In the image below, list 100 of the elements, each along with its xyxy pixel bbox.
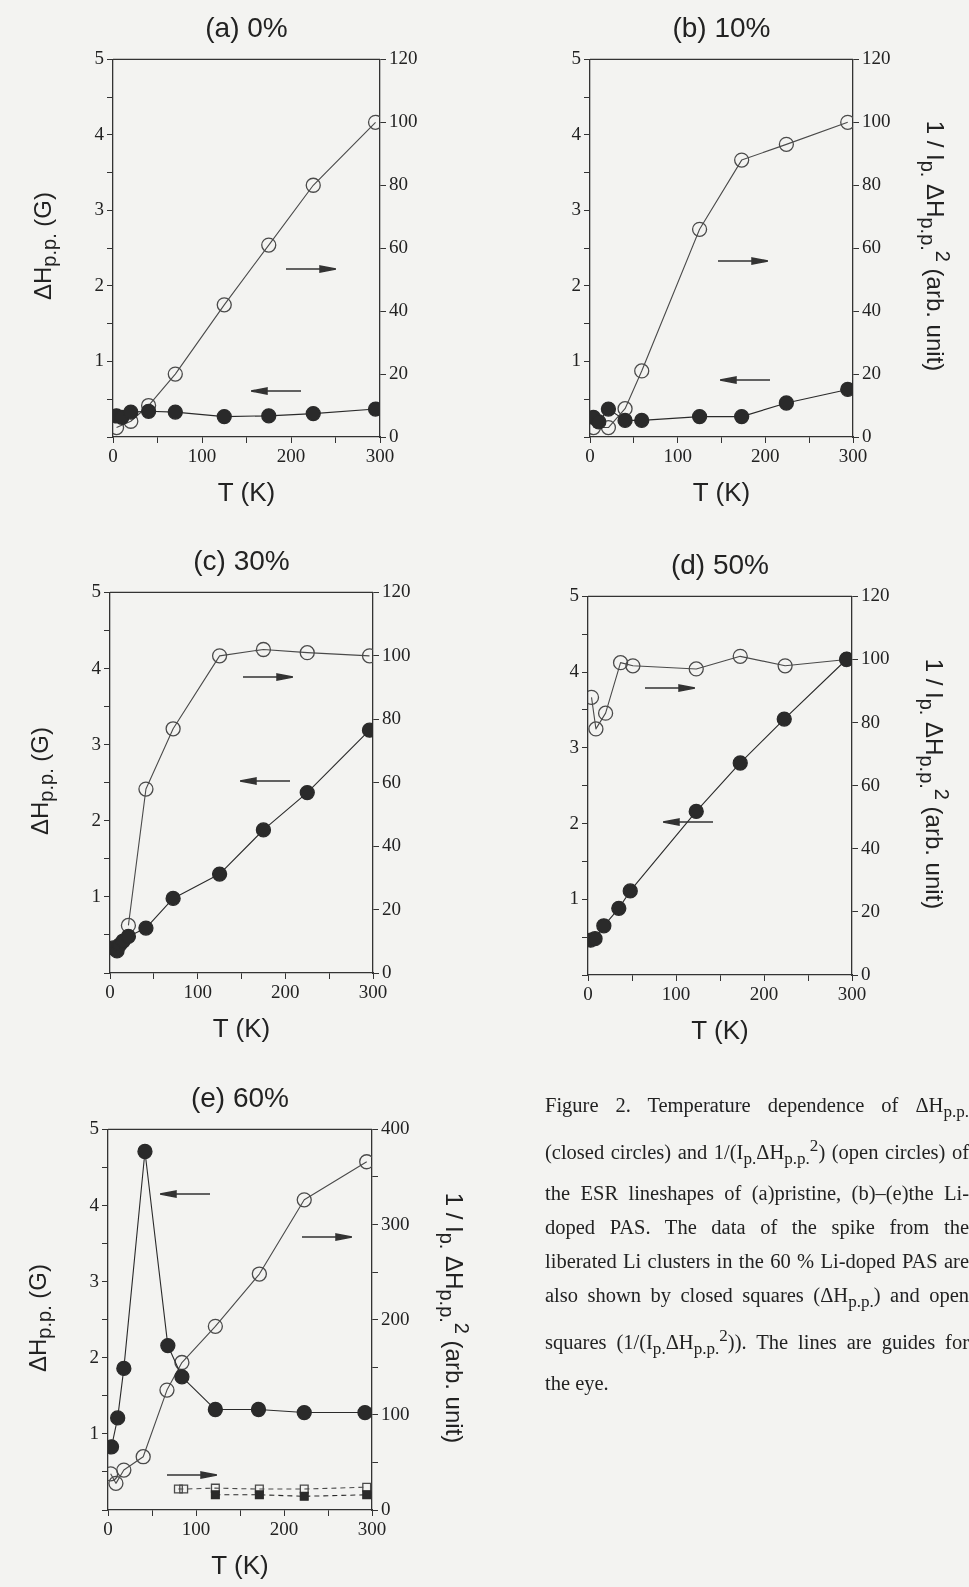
point [622,883,638,899]
y-tick-label: 4 [569,660,580,682]
point [612,655,629,671]
y-tick-label: 5 [91,580,101,602]
chart-title: (e) 60% [190,1082,290,1114]
y-tick-label: 3 [94,198,104,220]
y2-tick-label: 40 [389,299,408,321]
point [691,221,708,237]
point [588,721,604,737]
x-tick-label: 300 [365,445,395,467]
point [179,1484,189,1494]
chart-title: (c) 30% [193,545,290,577]
x-axis-title: T (K) [212,1012,271,1044]
point [173,1484,183,1494]
y2-tick-label: 100 [382,643,411,665]
y2-tick-label: 0 [862,424,872,446]
y-tick-label: 4 [89,1193,100,1215]
point [305,177,321,193]
point [211,648,228,664]
text: Figure 2. Temperature dependence of ΔH$_{p.p.}$ (closed circles) and 1/(I$_{p.}$ΔH$_{p.p.}$$^{2}$) (open circles) of the ESR lineshapes of (a)pristine, (b)–(e)the Li-doped PAS. The data of the spike from the liberated Li clusters in the 60 % Li-doped PAS are also shown by closed squares (ΔH$_{p.p.}$) and open squares (1/(I$_{p.}$ΔH$_{p.p.}$$^{2}$)). The lines are guides for the eye. [545,1094,969,1395]
point [210,1483,220,1493]
point [732,648,748,664]
y-tick-label: 3 [91,732,101,754]
chart-title: (a) 0% [205,12,288,44]
point [600,419,617,436]
point [207,1401,224,1418]
point [261,237,277,253]
y-tick-label: 4 [571,122,582,144]
y2-tick-label: 120 [389,47,418,69]
point [588,931,603,947]
point [691,408,708,425]
point [174,1369,190,1385]
point [250,1401,267,1418]
x-tick-label: 300 [837,983,867,1005]
y-tick-label: 3 [571,198,581,220]
point [216,297,232,313]
point [734,152,750,168]
point [362,1490,372,1500]
point [255,641,272,658]
y2-tick-label: 40 [862,299,881,321]
x-tick-label: 200 [749,983,779,1005]
x-tick-label: 200 [751,445,780,467]
point [688,803,704,820]
y2-tick-label: 40 [861,836,880,858]
x-tick-label: 100 [187,445,217,467]
point [255,822,272,838]
y-tick-label: 4 [91,656,102,678]
y-tick-label: 1 [89,1421,99,1443]
point [165,721,181,737]
point [778,136,795,153]
point [357,1404,372,1421]
point [120,928,137,945]
y2-tick-label: 20 [389,362,408,384]
y-tick-label: 5 [94,47,104,69]
x-tick-label: 300 [357,1518,387,1540]
y-tick-label: 3 [569,735,579,757]
point [108,1475,124,1492]
point [634,412,650,429]
y2-tick-label: 100 [381,1402,410,1424]
point [732,755,748,771]
y2-tick-label: 0 [389,424,399,446]
y-tick-label: 5 [569,584,579,606]
point [137,1143,153,1160]
point [596,918,612,934]
chart-title: (b) 10% [672,12,771,44]
y2-tick-label: 200 [381,1307,410,1329]
point [778,395,795,411]
x-tick-label: 200 [269,1518,299,1540]
point [159,1382,175,1398]
point [165,890,181,907]
y2-tick-label: 20 [862,362,881,384]
y2-tick-label: 80 [389,173,408,195]
y2-tick-label: 40 [382,834,401,856]
point [116,1360,132,1377]
y-tick-label: 5 [571,47,581,69]
y-tick-label: 1 [569,887,579,909]
x-axis-title: T (K) [217,476,276,508]
y-tick-label: 2 [89,1345,99,1367]
point [362,1482,372,1492]
point [138,920,154,936]
x-axis-title: T (K) [211,1549,269,1581]
y-tick-label: 3 [89,1269,99,1291]
y2-tick-label: 300 [381,1212,410,1234]
point [776,711,792,727]
y-tick-label: 2 [91,808,101,830]
point [138,781,154,797]
point [167,366,183,382]
point [116,1462,132,1478]
point [135,1449,151,1465]
point [634,363,650,379]
y2-tick-label: 80 [861,710,880,732]
y2-tick-label: 120 [862,47,891,69]
y-tick-label: 2 [571,273,581,295]
point [611,900,627,917]
point [591,414,607,430]
point [299,1491,309,1501]
y2-tick-label: 60 [389,236,408,258]
x-tick-label: 100 [181,1518,211,1540]
point [597,705,614,721]
y2-tick-label: 60 [862,236,881,258]
